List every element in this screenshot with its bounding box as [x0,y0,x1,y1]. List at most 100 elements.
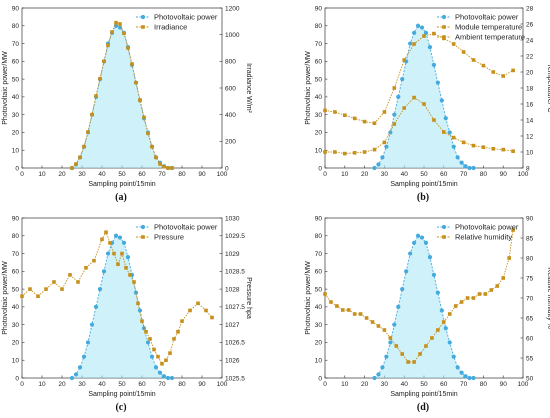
data-point [436,328,440,332]
data-point [329,300,333,304]
data-point [323,108,327,113]
data-point [388,340,393,345]
x-tick-label: 20 [361,381,369,388]
panel-label: (c) [115,402,126,413]
data-point [148,337,152,341]
data-point [455,365,460,370]
data-point [423,240,429,245]
data-point [432,31,436,36]
data-point [97,287,103,292]
data-point [394,344,399,348]
data-point [422,102,426,106]
data-point [210,315,214,320]
data-point [489,288,494,292]
y-left-tick-label: 0 [318,165,322,172]
y-left-tick-label: 90 [315,215,323,222]
data-point [125,255,131,260]
y-left-tick-label: 30 [12,322,20,329]
y-left-tick-label: 0 [15,165,19,172]
x-tick-label: 30 [381,381,389,388]
y-right-tick-label: 800 [225,59,236,66]
data-point [439,98,444,103]
y-left-tick-label: 20 [315,130,323,137]
data-point [424,344,428,348]
data-point [495,284,500,288]
data-point [162,164,166,169]
data-point [415,233,421,238]
y-right-tick-label: 200 [225,139,236,146]
data-point [130,62,134,66]
data-point [94,94,98,98]
y-left-tick-label: 20 [12,340,20,347]
x-tick-label: 20 [361,171,369,178]
data-point [435,80,440,85]
data-point [422,34,426,38]
x-tick-label: 60 [138,171,146,178]
legend-label: Module temperature [455,23,522,32]
data-point [463,164,468,169]
x-tick-label: 10 [38,171,46,178]
y-left-tick-label: 0 [15,375,19,382]
y-left-tick-label: 50 [12,76,20,83]
x-tick-label: 60 [138,381,146,388]
chart-panel-3: 0 10 20 30 40 50 60 70 80 90 100 0 10 20 30 40 50 60 70 80 9… [2,215,252,413]
y-right-tick-label: 1027.5 [225,304,245,311]
data-point [419,235,425,240]
legend-label: Irradiance [154,23,187,32]
data-point [157,370,163,375]
data-point [447,312,452,316]
data-point [370,320,375,324]
data-point [176,329,180,334]
series-1 [70,20,174,170]
data-point [169,375,175,381]
y-left-tick-label: 70 [315,41,323,48]
data-point [124,265,128,270]
data-point [435,290,440,295]
data-point [419,25,425,30]
data-point [427,45,433,50]
data-point [132,280,136,284]
data-point [431,62,436,67]
y-left-tick-label: 50 [315,286,323,293]
data-point [98,76,102,81]
data-point [471,58,476,62]
y-right-tick-label: 1000 [225,32,240,39]
data-point [128,273,132,277]
x-tick-label: 40 [98,171,106,178]
x-tick-label: 80 [178,171,186,178]
y-left-tick-label: 10 [12,148,20,155]
y-right-tick-label: 18 [526,85,534,92]
data-point [76,280,80,284]
data-point [423,30,429,35]
y-right-tick-label: 10 [526,149,534,156]
x-tick-label: 0 [323,171,327,178]
data-point [161,374,167,379]
data-point [501,276,505,280]
x-tick-label: 40 [98,381,106,388]
x-tick-label: 50 [420,171,428,178]
x-tick-label: 10 [341,381,349,388]
data-point [362,150,367,154]
y-right-tick-label: 1028 [225,286,240,293]
y-right-tick-label: 1028.5 [225,269,245,276]
y-left-axis-title: Photovoltaic power/MW [2,261,9,335]
y-right-tick-label: 65 [526,315,534,322]
y-right-tick-label: 16 [526,101,534,108]
data-point [150,144,154,149]
data-point [372,375,377,381]
y-right-tick-label: 20 [526,69,534,76]
legend-marker [140,14,146,20]
y-left-tick-label: 20 [12,130,20,137]
data-point [412,95,416,100]
x-tick-label: 50 [420,381,428,388]
data-point [406,360,410,364]
y-left-tick-label: 10 [12,358,20,365]
data-point [81,354,87,359]
data-point [442,320,446,324]
data-point [140,319,144,323]
legend-label: Photovoltaic power [455,13,519,22]
data-point [145,340,151,345]
data-point [447,130,452,135]
